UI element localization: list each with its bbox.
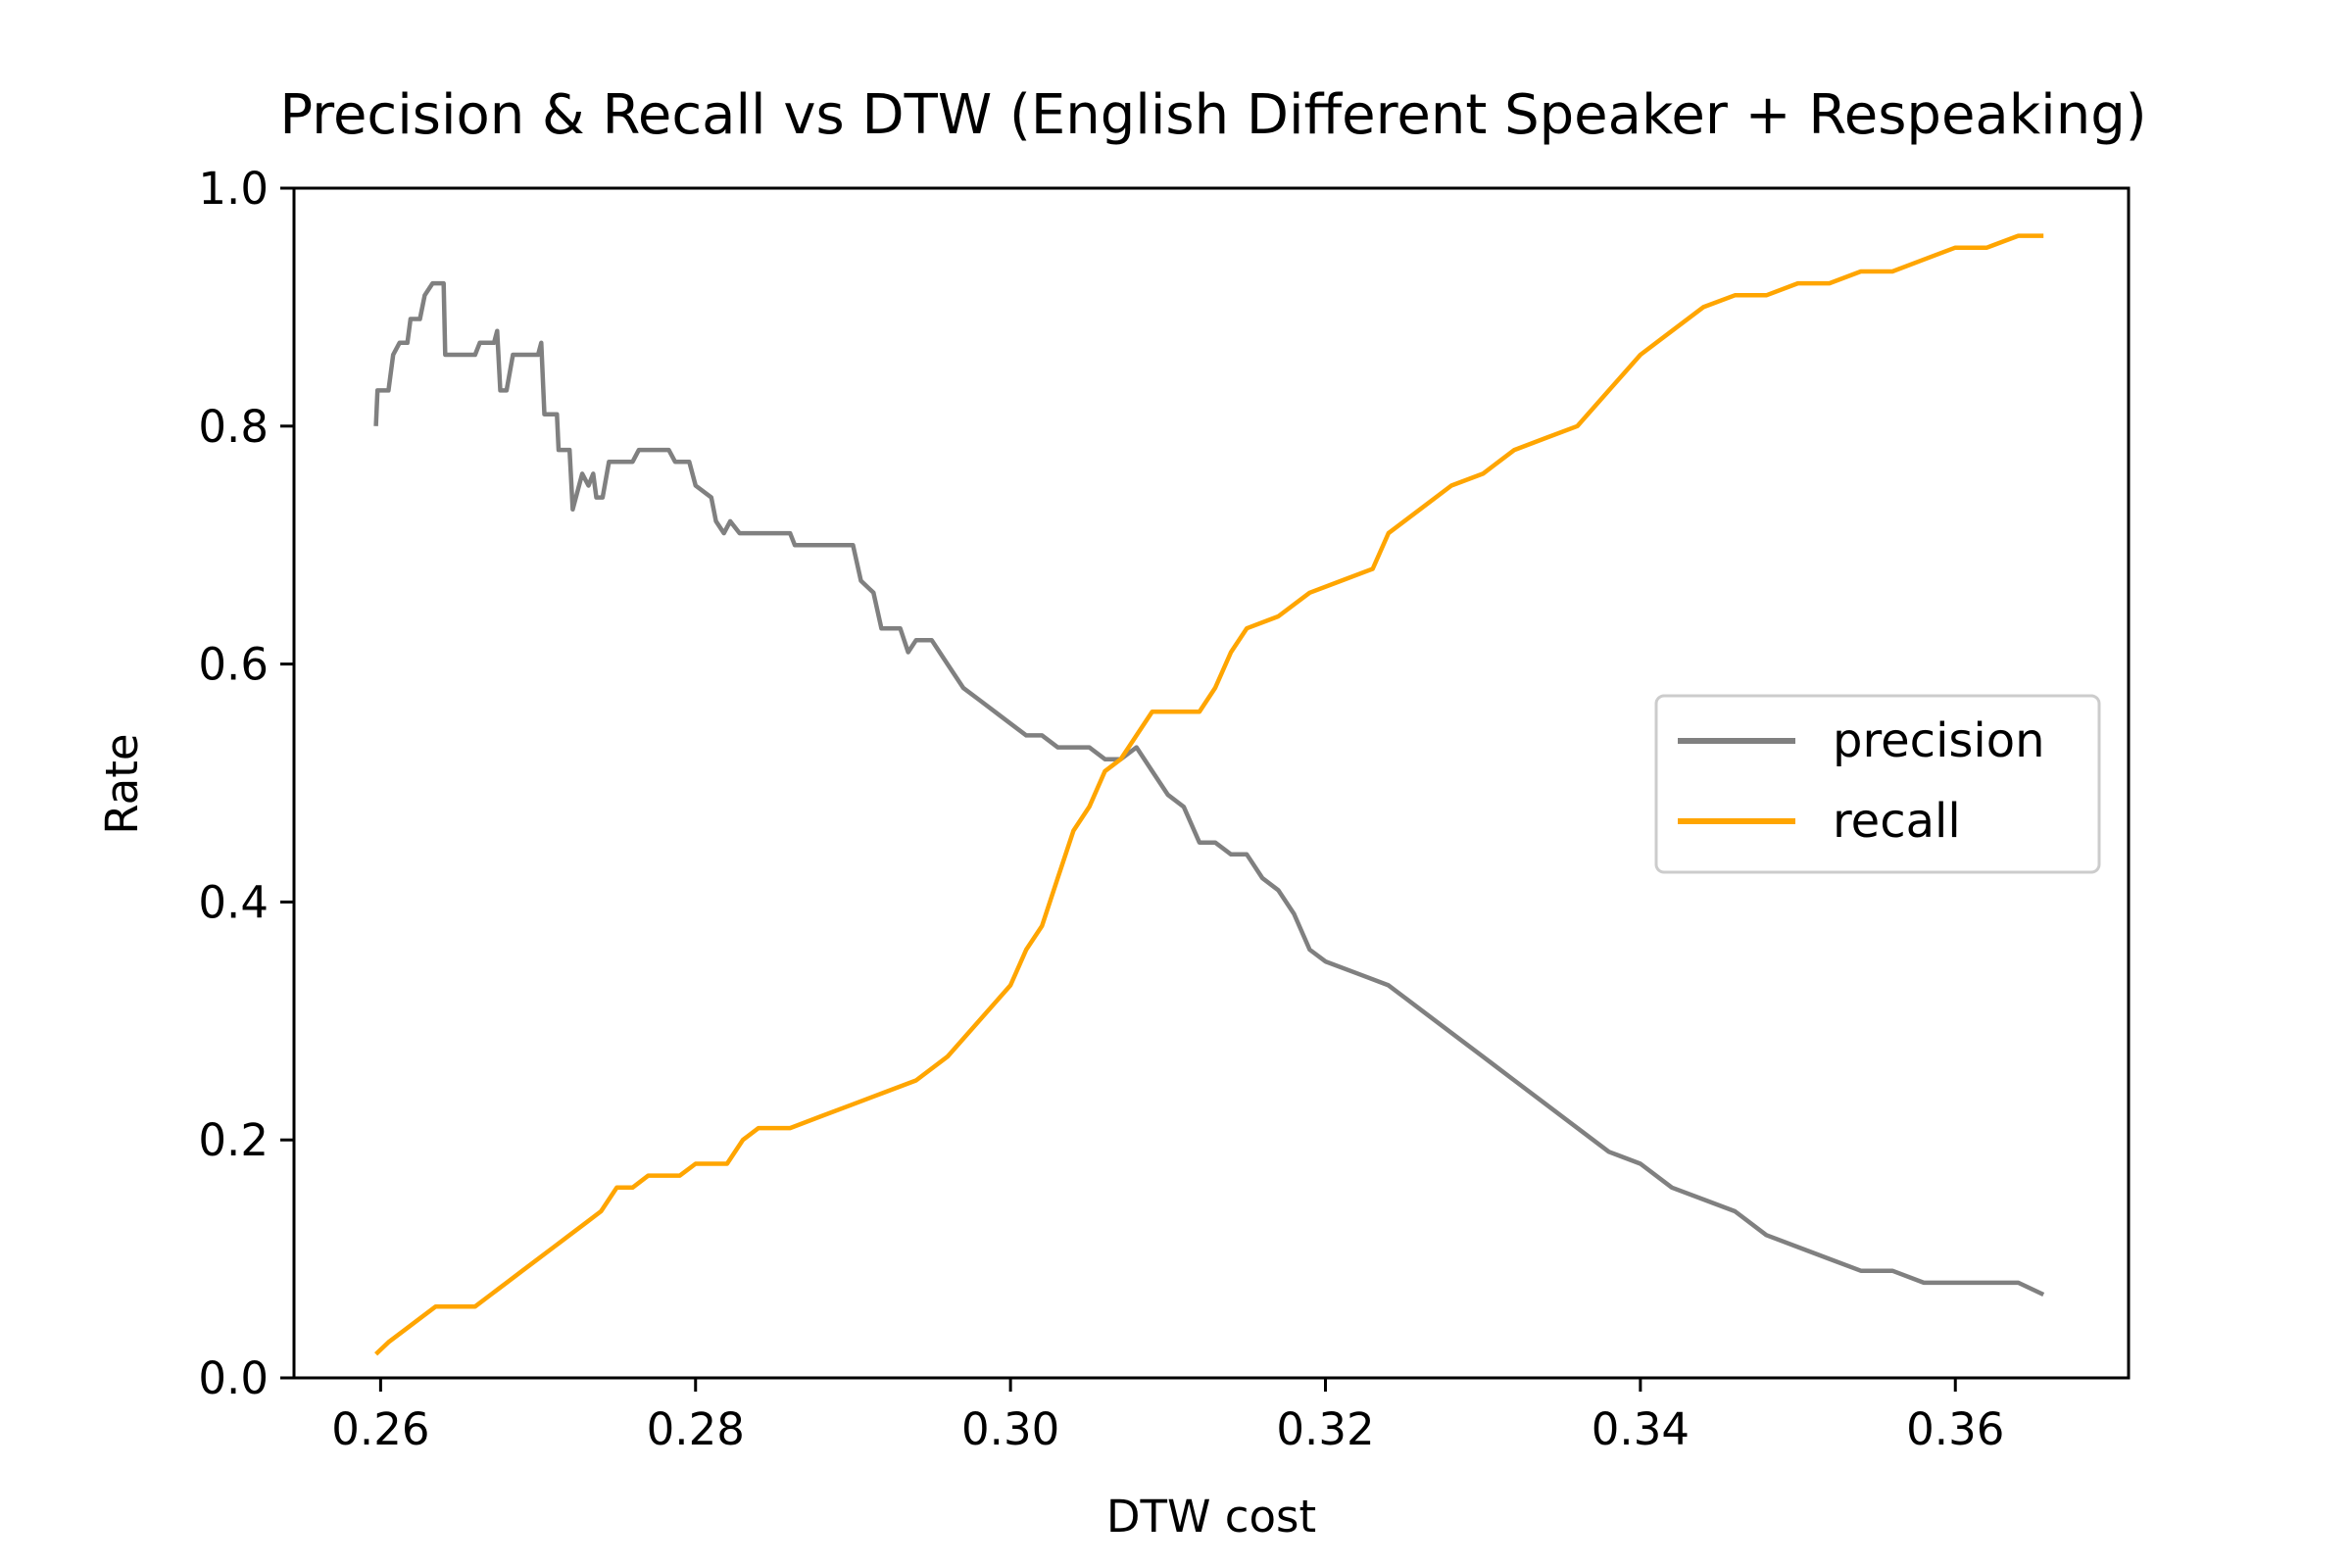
series-layer	[373, 233, 2045, 1356]
x-tick-label: 0.32	[1276, 1403, 1374, 1455]
y-tick-label: 0.4	[198, 876, 269, 928]
series-line-recall	[374, 233, 2044, 1356]
x-axis-label: DTW cost	[1106, 1491, 1316, 1543]
y-tick-label: 0.0	[198, 1352, 269, 1404]
y-axis-label: Rate	[96, 733, 148, 834]
y-axis-ticks: 0.0 0.2 0.4 0.6 0.8 1.0	[198, 163, 294, 1404]
legend-label-precision: precision	[1833, 713, 2045, 768]
y-tick-label: 0.8	[198, 401, 269, 453]
x-axis-ticks: 0.26 0.28 0.30 0.32 0.34 0.36	[331, 1378, 2004, 1455]
x-tick-label: 0.30	[961, 1403, 1059, 1455]
plot-frame	[292, 186, 2131, 1380]
y-tick-label: 1.0	[198, 163, 269, 215]
y-tick-label: 0.2	[198, 1114, 269, 1166]
legend: precision recall	[1654, 694, 2101, 874]
x-tick-label: 0.28	[647, 1403, 745, 1455]
legend-label-recall: recall	[1833, 794, 1961, 849]
chart-title: Precision & Recall vs DTW (English Diffe…	[279, 83, 2146, 147]
x-tick-label: 0.34	[1592, 1403, 1690, 1455]
x-tick-label: 0.26	[331, 1403, 429, 1455]
x-tick-label: 0.36	[1906, 1403, 2004, 1455]
y-tick-label: 0.6	[198, 639, 269, 691]
series-line-precision	[373, 280, 2045, 1298]
